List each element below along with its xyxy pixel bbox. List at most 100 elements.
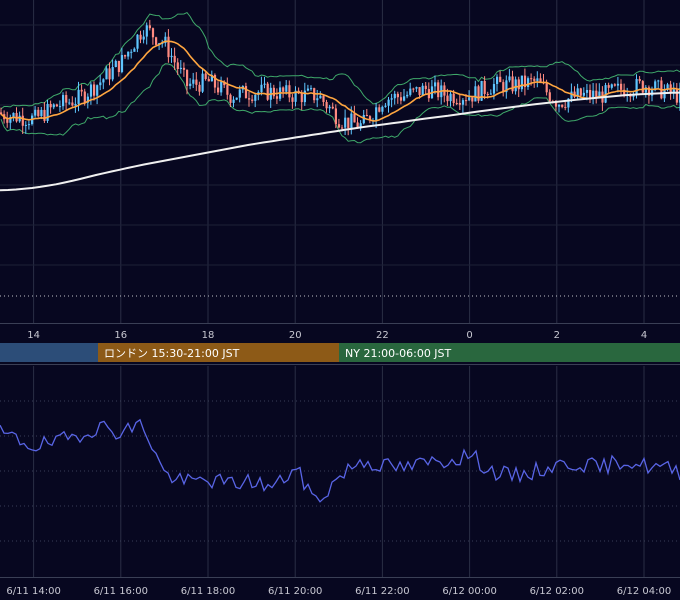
candle-body: [536, 78, 539, 81]
candle-body: [607, 85, 610, 88]
candle-body: [254, 94, 257, 101]
candle-body: [105, 68, 108, 80]
candle-body: [502, 82, 505, 93]
candle-body: [480, 80, 483, 101]
candle-body: [151, 28, 155, 38]
candle-body: [164, 36, 167, 44]
candle-body: [644, 87, 647, 93]
candle-body: [505, 80, 508, 93]
candle-body: [641, 81, 644, 93]
candle-body: [93, 84, 96, 96]
candle-body: [300, 93, 303, 103]
candle-body: [18, 115, 21, 122]
candle-body: [638, 79, 641, 82]
candle-body: [99, 82, 102, 86]
candle-body: [133, 48, 136, 52]
candle-body: [306, 88, 310, 91]
candle-body: [384, 105, 387, 107]
candle-body: [192, 79, 195, 84]
candle-body: [21, 115, 24, 126]
candle-body: [554, 102, 558, 107]
orange-ma-line: [0, 40, 680, 122]
time-tick-label: 6/11 20:00: [268, 586, 322, 597]
candle-body: [437, 82, 440, 98]
candle-body: [449, 93, 452, 102]
candle-body: [136, 34, 139, 49]
candle-body: [108, 68, 111, 80]
candle-body: [483, 80, 486, 94]
candle-body: [564, 106, 567, 108]
candle-body: [675, 89, 678, 103]
candle-body: [24, 124, 27, 126]
candle-body: [350, 113, 353, 129]
candle-body: [359, 123, 362, 129]
candle-body: [127, 51, 130, 57]
candle-body: [77, 89, 80, 104]
candle-body: [263, 83, 266, 85]
candle-body: [337, 124, 341, 128]
candle-body: [266, 83, 269, 100]
candle-body: [235, 97, 238, 100]
candle-body: [96, 85, 99, 96]
candle-body: [316, 98, 319, 101]
candle-body: [58, 106, 62, 108]
candle-body: [120, 55, 124, 73]
candle-body: [260, 84, 263, 93]
candle-body: [161, 43, 164, 45]
candle-body: [328, 106, 331, 109]
candle-body: [595, 90, 598, 98]
candle-body: [492, 84, 496, 94]
candle-body: [471, 97, 474, 102]
candle-body: [89, 84, 93, 97]
x-tick-label: 0: [466, 330, 472, 341]
candle-body: [46, 103, 49, 121]
candle-body: [561, 104, 564, 107]
candle-body: [589, 90, 592, 99]
candle-body: [421, 85, 424, 95]
candle-body: [406, 94, 409, 97]
candle-body: [489, 93, 492, 95]
bollinger-upper: [0, 11, 680, 110]
x-tick-label: 14: [27, 330, 40, 341]
candle-body: [598, 91, 601, 98]
candle-body: [155, 37, 158, 45]
candle-body: [520, 75, 523, 90]
session-label: NY 21:00-06:00 JST: [345, 347, 452, 360]
candle-body: [195, 79, 198, 85]
candle-body: [117, 60, 120, 73]
candle-body: [341, 127, 344, 129]
candle-body: [635, 79, 638, 95]
candle-body: [409, 88, 412, 95]
candle-body: [37, 109, 40, 117]
candle-body: [347, 117, 350, 129]
time-tick-label: 6/11 14:00: [6, 586, 60, 597]
candle-body: [378, 107, 381, 112]
candle-body: [477, 86, 480, 101]
candle-body: [654, 81, 657, 91]
candle-body: [415, 87, 418, 89]
candle-body: [52, 104, 55, 108]
x-tick-label: 16: [114, 330, 127, 341]
candle-body: [285, 85, 288, 92]
candle-body: [74, 103, 77, 106]
candle-body: [474, 86, 477, 102]
candle-body: [446, 95, 449, 102]
session-label: ロンドン 15:30-21:00 JST: [104, 347, 240, 360]
candle-body: [173, 55, 176, 63]
candle-body: [114, 60, 117, 68]
candle-body: [182, 67, 186, 70]
candle-body: [238, 89, 241, 98]
candle-body: [461, 100, 465, 105]
candle-body: [111, 67, 114, 80]
time-tick-label: 6/12 02:00: [530, 586, 584, 597]
candle-body: [189, 83, 192, 86]
candle-body: [465, 100, 468, 102]
candle-body: [148, 25, 151, 29]
candle-body: [647, 87, 651, 96]
candle-body: [387, 99, 390, 106]
candle-body: [418, 87, 421, 95]
candle-body: [657, 80, 660, 82]
candle-body: [291, 97, 294, 102]
candle-body: [282, 87, 285, 92]
